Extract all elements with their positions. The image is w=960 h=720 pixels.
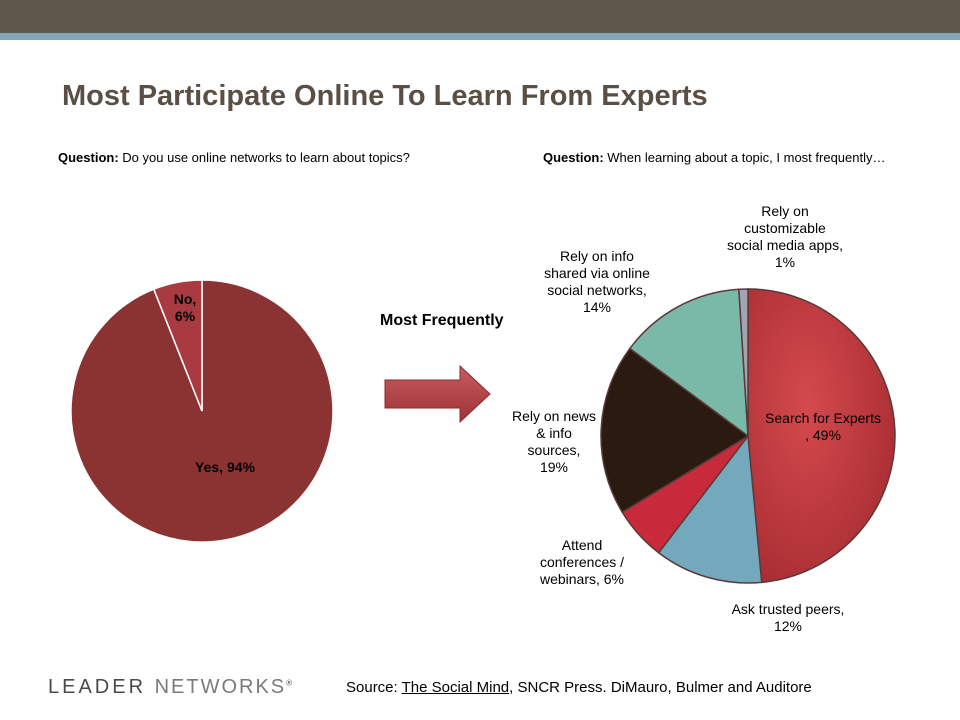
pie-slice-rely-on-info-shared-via-online-social-networks: [628, 288, 749, 438]
pie-label-yes: Yes, 94%: [170, 459, 280, 476]
pie-label-search-for-experts: Search for Experts, 49%: [748, 410, 898, 444]
pie-label-line: Rely on: [761, 203, 809, 219]
pie-label-line: Rely on news: [511, 408, 597, 424]
pie-label-line: No,: [173, 291, 197, 307]
left-question-text: Do you use online networks to learn abou…: [118, 150, 410, 165]
pie-label-rely-on-news-info-sources: Rely on news & info sources, 19%: [496, 408, 612, 476]
pie-label-line: 6%: [174, 308, 196, 324]
right-question-prefix: Question:: [543, 150, 604, 165]
left-question-prefix: Question:: [58, 150, 119, 165]
pie-label-line: shared via online: [544, 265, 650, 281]
right-question: Question: When learning about a topic, I…: [543, 150, 886, 165]
pie-slice-search-for-experts: [747, 288, 896, 584]
pie-label-line: 1%: [774, 254, 796, 270]
pie-label-line: , 49%: [805, 427, 841, 443]
top-accent-stripe: [0, 33, 960, 40]
pie-label-line: sources,: [527, 442, 581, 458]
pie-label-line: social media apps,: [727, 237, 843, 253]
pie-label-line: 14%: [582, 299, 612, 315]
pie-label-line: customizable: [744, 220, 826, 236]
pie-label-attend-conferences-webinars: Attend conferences / webinars, 6%: [522, 537, 642, 588]
pie-label-line: Attend: [561, 537, 603, 553]
pie-label-line: Search for Experts: [765, 410, 881, 426]
pie-label-line: Yes, 94%: [195, 459, 255, 475]
pie-label-rely-on-customizable-social-media-apps: Rely on customizable social media apps, 1%: [710, 203, 860, 271]
pie-label-line: & info: [536, 425, 572, 441]
left-pie-chart: [70, 279, 334, 543]
pie-slice-ask-trusted-peers: [657, 434, 763, 584]
source-rest: , SNCR Press. DiMauro, Bulmer and Audito…: [509, 679, 812, 696]
source-title-link[interactable]: The Social Mind: [401, 679, 510, 696]
logo-sub: NETWORKS: [154, 676, 287, 698]
most-frequently-label: Most Frequently: [380, 312, 504, 329]
pie-label-no: No, 6%: [155, 291, 215, 325]
pie-label-line: 19%: [539, 459, 569, 475]
pie-label-line: Ask trusted peers,: [731, 601, 845, 617]
page-title: Most Participate Online To Learn From Ex…: [62, 80, 708, 112]
leader-networks-logo: LEADER NETWORKS®: [48, 676, 292, 699]
top-banner: [0, 0, 960, 33]
left-question: Question: Do you use online networks to …: [58, 150, 410, 165]
pie-label-line: 12%: [773, 618, 803, 634]
pie-label-rely-on-info-shared-via-online-social-networks: Rely on info shared via online social netw…: [522, 248, 672, 316]
pie-slice-rely-on-news-info-sources: [600, 347, 750, 514]
logo-mark: ®: [286, 678, 293, 688]
source-citation: Source: The Social Mind, SNCR Press. DiM…: [346, 679, 812, 696]
right-pie-chart: [600, 288, 896, 584]
source-prefix: Source:: [346, 679, 402, 696]
logo-main: LEADER: [48, 676, 147, 698]
pie-label-line: social networks,: [547, 282, 647, 298]
pie-slice-rely-on-customizable-social-media-apps: [738, 288, 749, 437]
pie-label-line: Rely on info: [560, 248, 634, 264]
right-question-text: When learning about a topic, I most freq…: [603, 150, 886, 165]
pie-label-ask-trusted-peers: Ask trusted peers, 12%: [708, 601, 868, 635]
most-frequently-arrow: [384, 364, 491, 424]
pie-label-line: webinars, 6%: [539, 571, 625, 587]
pie-slice-no: [152, 279, 203, 412]
pie-label-line: conferences /: [539, 554, 625, 570]
